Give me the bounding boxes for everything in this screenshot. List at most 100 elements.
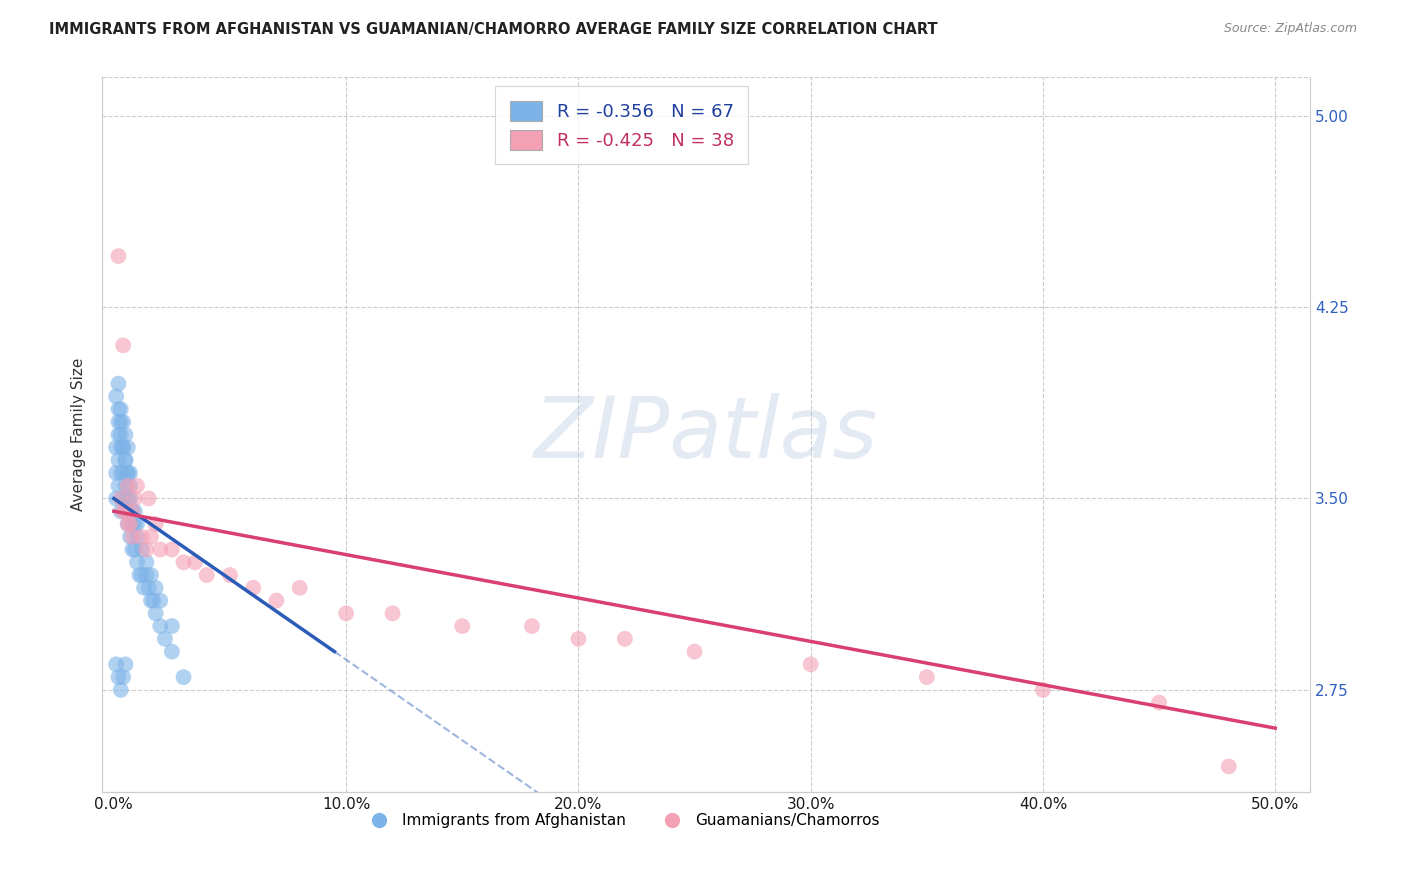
Point xyxy=(131,568,153,582)
Point xyxy=(117,466,139,480)
Point xyxy=(683,645,706,659)
Point xyxy=(160,645,183,659)
Point xyxy=(110,504,132,518)
Point xyxy=(173,555,195,569)
Point xyxy=(114,657,136,672)
Point xyxy=(120,466,142,480)
Point xyxy=(112,670,135,684)
Point xyxy=(335,607,357,621)
Point xyxy=(105,466,128,480)
Point xyxy=(110,402,132,417)
Point xyxy=(105,441,128,455)
Point xyxy=(107,376,129,391)
Point xyxy=(105,389,128,403)
Y-axis label: Average Family Size: Average Family Size xyxy=(72,358,86,511)
Point xyxy=(266,593,288,607)
Point xyxy=(184,555,207,569)
Point xyxy=(125,516,148,531)
Point xyxy=(117,466,139,480)
Point xyxy=(520,619,543,633)
Point xyxy=(145,516,167,531)
Point xyxy=(139,568,162,582)
Point xyxy=(381,607,404,621)
Point xyxy=(288,581,311,595)
Point xyxy=(149,619,172,633)
Point xyxy=(110,682,132,697)
Point xyxy=(124,504,146,518)
Point xyxy=(112,504,135,518)
Point xyxy=(219,568,242,582)
Point xyxy=(139,593,162,607)
Point xyxy=(107,453,129,467)
Point xyxy=(107,415,129,429)
Point xyxy=(117,516,139,531)
Point xyxy=(107,670,129,684)
Point xyxy=(124,516,146,531)
Point xyxy=(117,516,139,531)
Point xyxy=(451,619,474,633)
Text: IMMIGRANTS FROM AFGHANISTAN VS GUAMANIAN/CHAMORRO AVERAGE FAMILY SIZE CORRELATIO: IMMIGRANTS FROM AFGHANISTAN VS GUAMANIAN… xyxy=(49,22,938,37)
Point xyxy=(114,453,136,467)
Point xyxy=(120,516,142,531)
Point xyxy=(107,479,129,493)
Point xyxy=(149,593,172,607)
Point xyxy=(139,530,162,544)
Point xyxy=(121,530,143,544)
Point xyxy=(121,516,143,531)
Point xyxy=(138,491,160,506)
Point xyxy=(135,555,157,569)
Point xyxy=(120,530,142,544)
Point xyxy=(142,593,165,607)
Point xyxy=(124,491,146,506)
Point xyxy=(114,504,136,518)
Point xyxy=(110,466,132,480)
Point xyxy=(915,670,938,684)
Point xyxy=(1032,682,1054,697)
Point xyxy=(117,491,139,506)
Point xyxy=(153,632,176,646)
Point xyxy=(145,581,167,595)
Legend: Immigrants from Afghanistan, Guamanians/Chamorros: Immigrants from Afghanistan, Guamanians/… xyxy=(357,807,886,834)
Point xyxy=(132,581,155,595)
Point xyxy=(110,491,132,506)
Point xyxy=(112,441,135,455)
Point xyxy=(800,657,823,672)
Point xyxy=(112,415,135,429)
Point xyxy=(135,542,157,557)
Point xyxy=(128,568,150,582)
Text: ZIPatlas: ZIPatlas xyxy=(534,393,879,476)
Point xyxy=(160,619,183,633)
Point xyxy=(1218,759,1240,773)
Text: Source: ZipAtlas.com: Source: ZipAtlas.com xyxy=(1223,22,1357,36)
Point xyxy=(120,491,142,506)
Point xyxy=(160,542,183,557)
Point xyxy=(117,441,139,455)
Point xyxy=(125,530,148,544)
Point xyxy=(567,632,589,646)
Point xyxy=(110,427,132,442)
Point xyxy=(1147,696,1170,710)
Point xyxy=(125,555,148,569)
Point xyxy=(138,581,160,595)
Point xyxy=(120,479,142,493)
Point xyxy=(105,657,128,672)
Point xyxy=(121,542,143,557)
Point xyxy=(107,427,129,442)
Point xyxy=(125,479,148,493)
Point xyxy=(149,542,172,557)
Point xyxy=(124,542,146,557)
Point xyxy=(112,466,135,480)
Point xyxy=(114,427,136,442)
Point xyxy=(613,632,636,646)
Point xyxy=(107,402,129,417)
Point xyxy=(145,607,167,621)
Point xyxy=(173,670,195,684)
Point xyxy=(107,249,129,263)
Point xyxy=(110,415,132,429)
Point xyxy=(114,453,136,467)
Point xyxy=(195,568,218,582)
Point xyxy=(242,581,264,595)
Point xyxy=(121,504,143,518)
Point xyxy=(135,568,157,582)
Point xyxy=(131,530,153,544)
